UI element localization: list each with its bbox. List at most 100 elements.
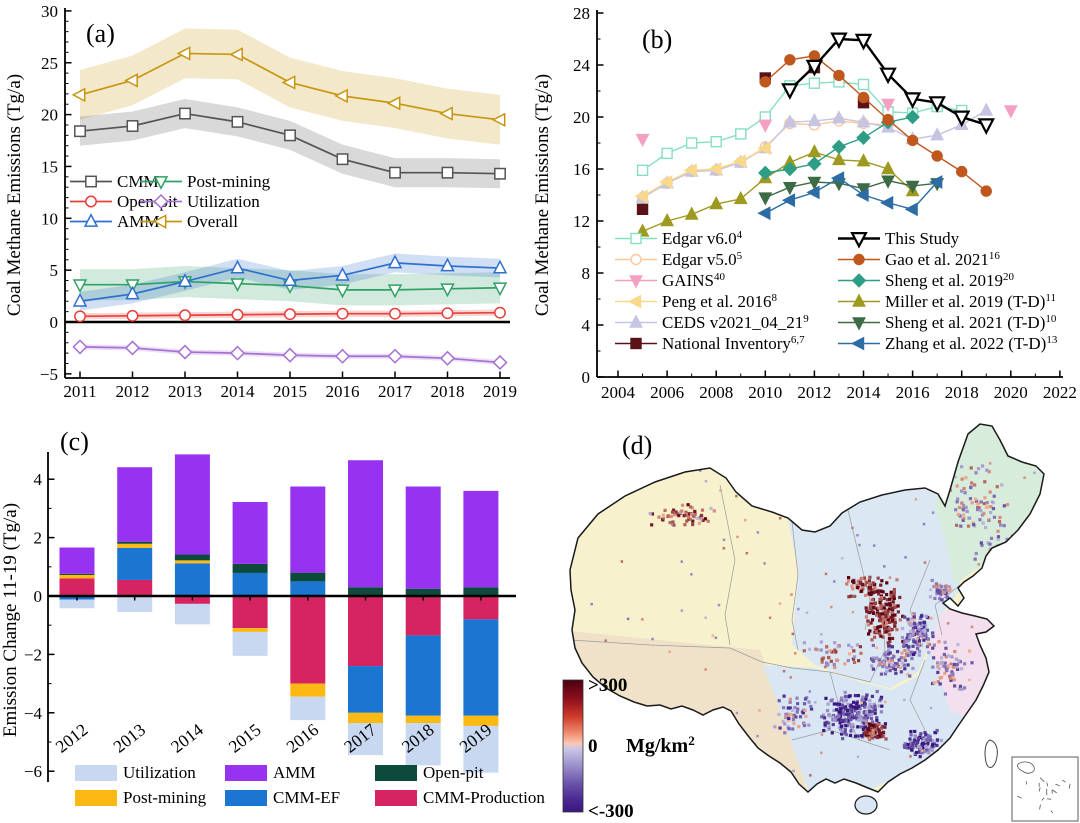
x-tick-label: 2014 [221,382,256,401]
emission-grid-cell [890,636,895,641]
data-point-marker [904,202,918,217]
emission-grid-cell [906,636,910,640]
emission-grid-cell [904,640,908,644]
emission-grid-cell [860,734,864,738]
emission-grid-cell [911,745,915,749]
data-point-marker [630,253,642,266]
emission-grid-cell [758,709,761,712]
emission-grid-cell [947,585,951,589]
emission-grid-cell [884,602,888,606]
data-point-marker [685,137,698,149]
emission-grid-cell [688,517,692,521]
emission-grid-cell [905,643,909,648]
emission-grid-cell [889,590,893,594]
emission-grid-cell [899,655,903,660]
bar-segment-Post-mining-2017 [348,712,383,724]
emission-grid-cell [670,523,674,526]
emission-grid-cell [790,708,795,713]
emission-grid-cell [1002,524,1006,528]
emission-grid-cell [859,725,863,729]
emission-grid-cell [931,739,935,743]
y-tick-label: 2 [34,529,43,548]
emission-grid-cell [1023,476,1026,479]
panel-letter: (a) [86,19,115,48]
emission-grid-cell [850,584,854,588]
emission-grid-cell [909,650,913,654]
emission-grid-cell [840,556,844,560]
data-point-marker [906,134,919,147]
emission-grid-cell [856,755,860,759]
data-point-marker [758,165,773,181]
emission-grid-cell [892,603,896,607]
legend-label: Peng et al. 20168 [662,292,778,311]
emission-grid-cell [960,667,964,671]
emission-grid-cell [873,585,877,589]
emission-grid-cell [670,510,675,514]
legend-label: Sheng et al. 201920 [885,271,1015,290]
emission-grid-cell [796,702,800,706]
legend-item-CEDS v2021_04_21: CEDS v2021_04_219 [615,313,809,332]
data-point-marker [177,344,193,360]
emission-grid-cell [856,711,860,716]
bar-segment-CMM-Production-2015 [232,596,268,629]
emission-grid-cell [957,505,962,510]
emission-grid-cell [954,665,958,669]
data-point-marker [710,135,722,148]
y-axis-title: Coal Methane Emissions (Tg/a) [4,74,25,316]
emission-grid-cell [919,623,923,628]
y-tick-label: 30 [41,2,58,21]
emission-grid-cell [877,733,881,737]
emission-grid-cell [921,749,924,753]
emission-grid-cell [871,667,875,671]
emission-grid-cell [686,515,691,520]
emission-grid-cell [673,513,677,517]
emission-grid-cell [912,621,917,625]
emission-grid-cell [854,703,858,708]
emission-grid-cell [917,649,922,653]
emission-grid-cell [827,725,831,729]
emission-grid-cell [807,647,812,651]
emission-grid-cell [847,643,851,647]
emission-grid-cell [849,594,853,598]
emission-grid-cell [604,639,607,642]
emission-grid-cell [909,742,913,746]
emission-grid-cell [926,637,930,641]
emission-grid-cell [888,576,892,579]
emission-grid-cell [973,497,978,501]
emission-grid-cell [832,708,836,712]
data-point-marker [230,259,245,274]
province-border [570,639,763,663]
data-point-marker [881,98,895,113]
emission-grid-cell [893,613,897,617]
emission-grid-cell [915,637,920,641]
emission-grid-cell [931,646,935,650]
emission-grid-cell [887,636,892,641]
emission-grid-cell [840,696,844,700]
data-point-marker [905,180,920,194]
emission-grid-cell [781,706,786,710]
emission-grid-cell [961,503,966,508]
emission-grid-cell [924,733,928,737]
emission-grid-cell [743,494,746,497]
emission-grid-cell [872,603,876,608]
emission-grid-cell [980,543,984,547]
data-point-marker [853,253,865,266]
emission-grid-cell [976,467,981,471]
emission-grid-cell [952,678,956,682]
data-point-marker [660,212,675,227]
emission-grid-cell [870,694,874,699]
emission-grid-cell [936,591,940,595]
emission-grid-cell [862,711,866,715]
emission-grid-cell [848,733,853,738]
emission-grid-cell [989,556,993,560]
emission-grid-cell [663,508,667,512]
emission-grid-cell [885,656,889,661]
emission-grid-cell [872,734,877,738]
emission-grid-cell [970,625,974,629]
emission-grid-cell [912,652,916,657]
emission-grid-cell [797,725,801,729]
emission-grid-cell [860,703,865,707]
data-point-marker [282,272,298,286]
y-tick-label: 20 [573,108,590,127]
emission-grid-cell [958,684,963,688]
